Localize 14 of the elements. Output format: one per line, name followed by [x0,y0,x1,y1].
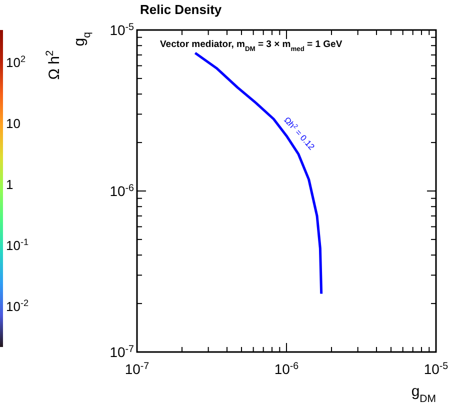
chart-title: Relic Density [140,2,222,17]
annotation: Vector mediator, m$_{DM}$ = 3 × m$_{med}$ = 1 GeV [160,39,343,52]
text: 1 [6,177,14,192]
y-tick-label: 10$^{-6}$ [110,182,135,199]
y-tick-label: 10$^{-7}$ [110,344,134,360]
x-tick-label: 10$^{-7}$ [124,360,150,377]
y-tick-label: 10$^{-5}$ [110,22,135,38]
text: 10 [6,116,20,131]
x-tick-label: 10$^{-5}$ [424,360,449,377]
text: 10$^{-1}$ [6,237,29,253]
x-axis-title: g$_{DM}$ [411,383,436,405]
text: 10$^{-2}$ [6,298,29,314]
text: 10$^{2}$ [6,54,26,70]
x-tick-label: 10$^{-6}$ [274,360,300,377]
